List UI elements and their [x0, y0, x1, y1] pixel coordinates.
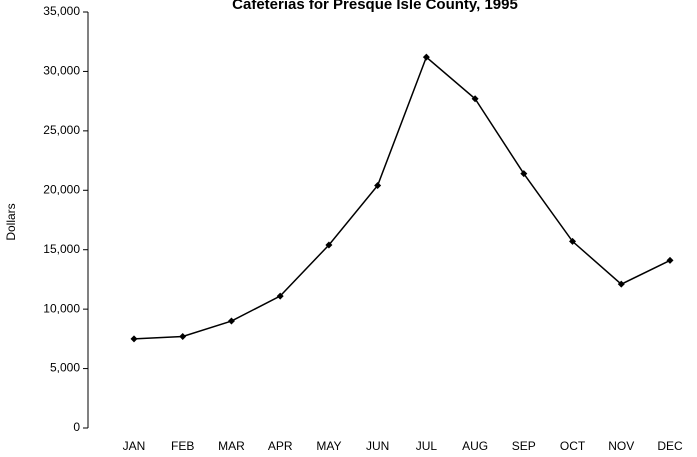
- y-tick-label: 15,000: [43, 242, 80, 256]
- y-tick-label: 10,000: [43, 301, 80, 315]
- x-tick-label: SEP: [512, 439, 536, 453]
- x-tick-label: MAR: [218, 439, 245, 453]
- y-tick-label: 25,000: [43, 123, 80, 137]
- y-tick-label: 5,000: [50, 361, 80, 375]
- marker: [276, 292, 284, 300]
- line: [133, 55, 671, 340]
- marker: [325, 241, 333, 249]
- x-tick-label: JAN: [123, 439, 146, 453]
- chart-title: Cafeterias for Presque Isle County, 1995: [232, 0, 518, 13]
- x-tick-label: FEB: [171, 439, 194, 453]
- x-tick-label: NOV: [608, 439, 634, 453]
- x-tick-label: APR: [268, 439, 293, 453]
- x-tick-label: DEC: [657, 439, 683, 453]
- y-tick-label: 30,000: [43, 64, 80, 78]
- y-tick-label: 35,000: [43, 4, 80, 18]
- x-tick-label: JUN: [366, 439, 389, 453]
- marker: [130, 335, 138, 343]
- marker: [179, 332, 187, 340]
- marker: [569, 237, 577, 245]
- marker: [374, 182, 382, 190]
- marker: [520, 170, 528, 178]
- x-tick-label: MAY: [316, 439, 341, 453]
- x-tick-label: JUL: [416, 439, 438, 453]
- marker: [617, 280, 625, 288]
- marker: [666, 256, 674, 264]
- x-tick-label: OCT: [560, 439, 586, 453]
- y-axis-label: Dollars: [4, 203, 18, 240]
- marker: [227, 317, 235, 325]
- y-tick-label: 20,000: [43, 182, 80, 196]
- y-tick-label: 0: [73, 420, 80, 434]
- marker: [422, 53, 430, 61]
- marker: [471, 95, 479, 103]
- x-tick-label: AUG: [462, 439, 488, 453]
